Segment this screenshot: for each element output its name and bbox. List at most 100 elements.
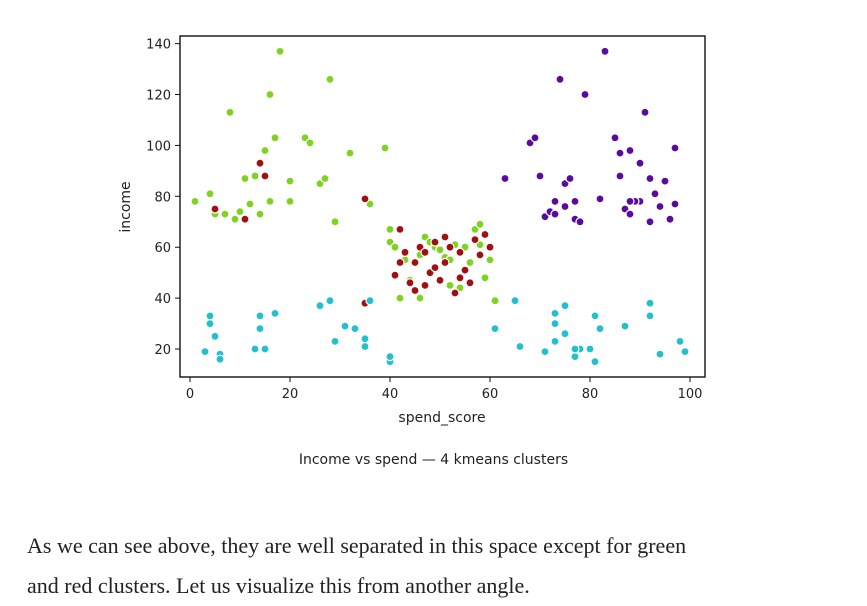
data-point-cluster-2 — [430, 263, 440, 273]
y-tick-label: 80 — [154, 190, 171, 205]
data-point-cluster-4 — [550, 209, 560, 219]
data-point-cluster-2 — [435, 275, 445, 285]
y-tick-label: 120 — [146, 89, 171, 104]
data-point-cluster-1 — [205, 189, 215, 199]
data-point-cluster-1 — [345, 148, 355, 158]
data-point-cluster-1 — [320, 173, 330, 184]
data-point-cluster-4 — [555, 74, 565, 84]
data-point-cluster-1 — [240, 173, 250, 184]
y-tick-label: 40 — [154, 292, 171, 307]
data-point-cluster-2 — [360, 194, 370, 204]
data-point-cluster-1 — [225, 107, 235, 117]
y-axis-title: income — [118, 181, 134, 232]
data-point-cluster-3 — [570, 344, 580, 354]
data-point-cluster-1 — [250, 171, 260, 181]
data-point-cluster-3 — [350, 324, 360, 334]
data-point-cluster-3 — [360, 341, 370, 352]
data-point-cluster-1 — [390, 242, 400, 252]
data-point-cluster-1 — [305, 138, 315, 148]
data-point-cluster-3 — [680, 347, 690, 357]
data-point-cluster-2 — [255, 158, 265, 168]
data-point-cluster-4 — [530, 133, 540, 143]
data-point-cluster-3 — [585, 344, 595, 354]
data-point-cluster-1 — [265, 196, 275, 206]
data-point-cluster-3 — [675, 336, 685, 346]
data-point-cluster-1 — [415, 293, 425, 303]
data-point-cluster-2 — [440, 257, 450, 268]
data-point-cluster-4 — [550, 196, 560, 206]
data-point-cluster-4 — [650, 189, 660, 199]
data-point-cluster-4 — [570, 196, 580, 206]
data-point-cluster-3 — [330, 336, 340, 346]
data-point-cluster-1 — [220, 209, 230, 219]
data-point-cluster-1 — [395, 293, 405, 303]
data-point-cluster-4 — [535, 171, 545, 181]
data-point-cluster-3 — [205, 311, 215, 321]
data-point-cluster-2 — [410, 257, 420, 268]
data-point-cluster-2 — [410, 285, 420, 296]
data-point-cluster-1 — [485, 255, 495, 265]
data-point-cluster-4 — [625, 145, 635, 156]
data-point-cluster-4 — [600, 46, 610, 56]
data-point-cluster-1 — [270, 133, 280, 143]
data-point-cluster-3 — [645, 311, 655, 321]
x-tick-label: 60 — [482, 387, 499, 402]
data-point-cluster-3 — [515, 341, 525, 352]
data-point-cluster-3 — [645, 298, 655, 308]
data-point-cluster-2 — [210, 204, 220, 214]
data-point-cluster-3 — [550, 319, 560, 329]
data-point-cluster-1 — [190, 196, 200, 206]
data-point-cluster-4 — [580, 89, 590, 100]
data-point-cluster-3 — [590, 357, 600, 367]
data-point-cluster-1 — [245, 199, 255, 209]
data-point-cluster-4 — [625, 209, 635, 219]
x-tick-label: 40 — [382, 387, 399, 402]
data-point-cluster-3 — [210, 331, 220, 341]
data-point-cluster-3 — [270, 308, 280, 318]
data-point-cluster-3 — [560, 301, 570, 311]
data-point-cluster-3 — [570, 352, 580, 362]
data-point-cluster-4 — [610, 133, 620, 143]
data-point-cluster-4 — [640, 107, 650, 117]
data-point-cluster-4 — [565, 173, 575, 184]
data-point-cluster-4 — [625, 196, 635, 206]
data-point-cluster-2 — [475, 250, 485, 260]
data-point-cluster-3 — [215, 354, 225, 364]
data-point-cluster-3 — [550, 308, 560, 318]
data-point-cluster-3 — [560, 329, 570, 339]
y-axis-ticks: 20 40 60 80 100 120 140 — [146, 38, 180, 358]
data-point-cluster-3 — [340, 321, 350, 331]
data-point-cluster-3 — [255, 324, 265, 334]
data-point-cluster-3 — [385, 352, 395, 362]
data-point-cluster-4 — [665, 214, 675, 224]
data-point-cluster-4 — [500, 173, 510, 184]
data-point-cluster-3 — [655, 349, 665, 359]
data-point-cluster-3 — [260, 344, 270, 354]
data-point-cluster-3 — [550, 336, 560, 346]
data-point-cluster-1 — [260, 145, 270, 156]
data-point-cluster-2 — [430, 237, 440, 247]
data-point-cluster-2 — [420, 280, 430, 290]
data-point-cluster-3 — [360, 334, 370, 344]
data-point-cluster-1 — [465, 257, 475, 268]
data-point-cluster-1 — [275, 46, 285, 56]
x-tick-label: 100 — [678, 387, 703, 402]
data-point-cluster-2 — [485, 242, 495, 252]
data-point-cluster-2 — [470, 235, 480, 245]
data-point-cluster-2 — [445, 242, 455, 252]
data-point-cluster-3 — [510, 296, 520, 306]
data-point-cluster-1 — [490, 296, 500, 306]
points-layer — [190, 46, 690, 367]
x-tick-label: 0 — [186, 387, 194, 402]
data-point-cluster-3 — [200, 347, 210, 357]
data-point-cluster-1 — [435, 245, 445, 255]
y-tick-label: 60 — [154, 241, 171, 256]
plot-frame — [179, 35, 706, 378]
data-point-cluster-4 — [645, 217, 655, 227]
data-point-cluster-2 — [450, 288, 460, 298]
data-point-cluster-1 — [325, 74, 335, 84]
data-point-cluster-1 — [265, 89, 275, 100]
data-point-cluster-2 — [440, 232, 450, 242]
data-point-cluster-1 — [480, 273, 490, 283]
paragraph-line-1: As we can see above, they are well separ… — [27, 533, 687, 558]
